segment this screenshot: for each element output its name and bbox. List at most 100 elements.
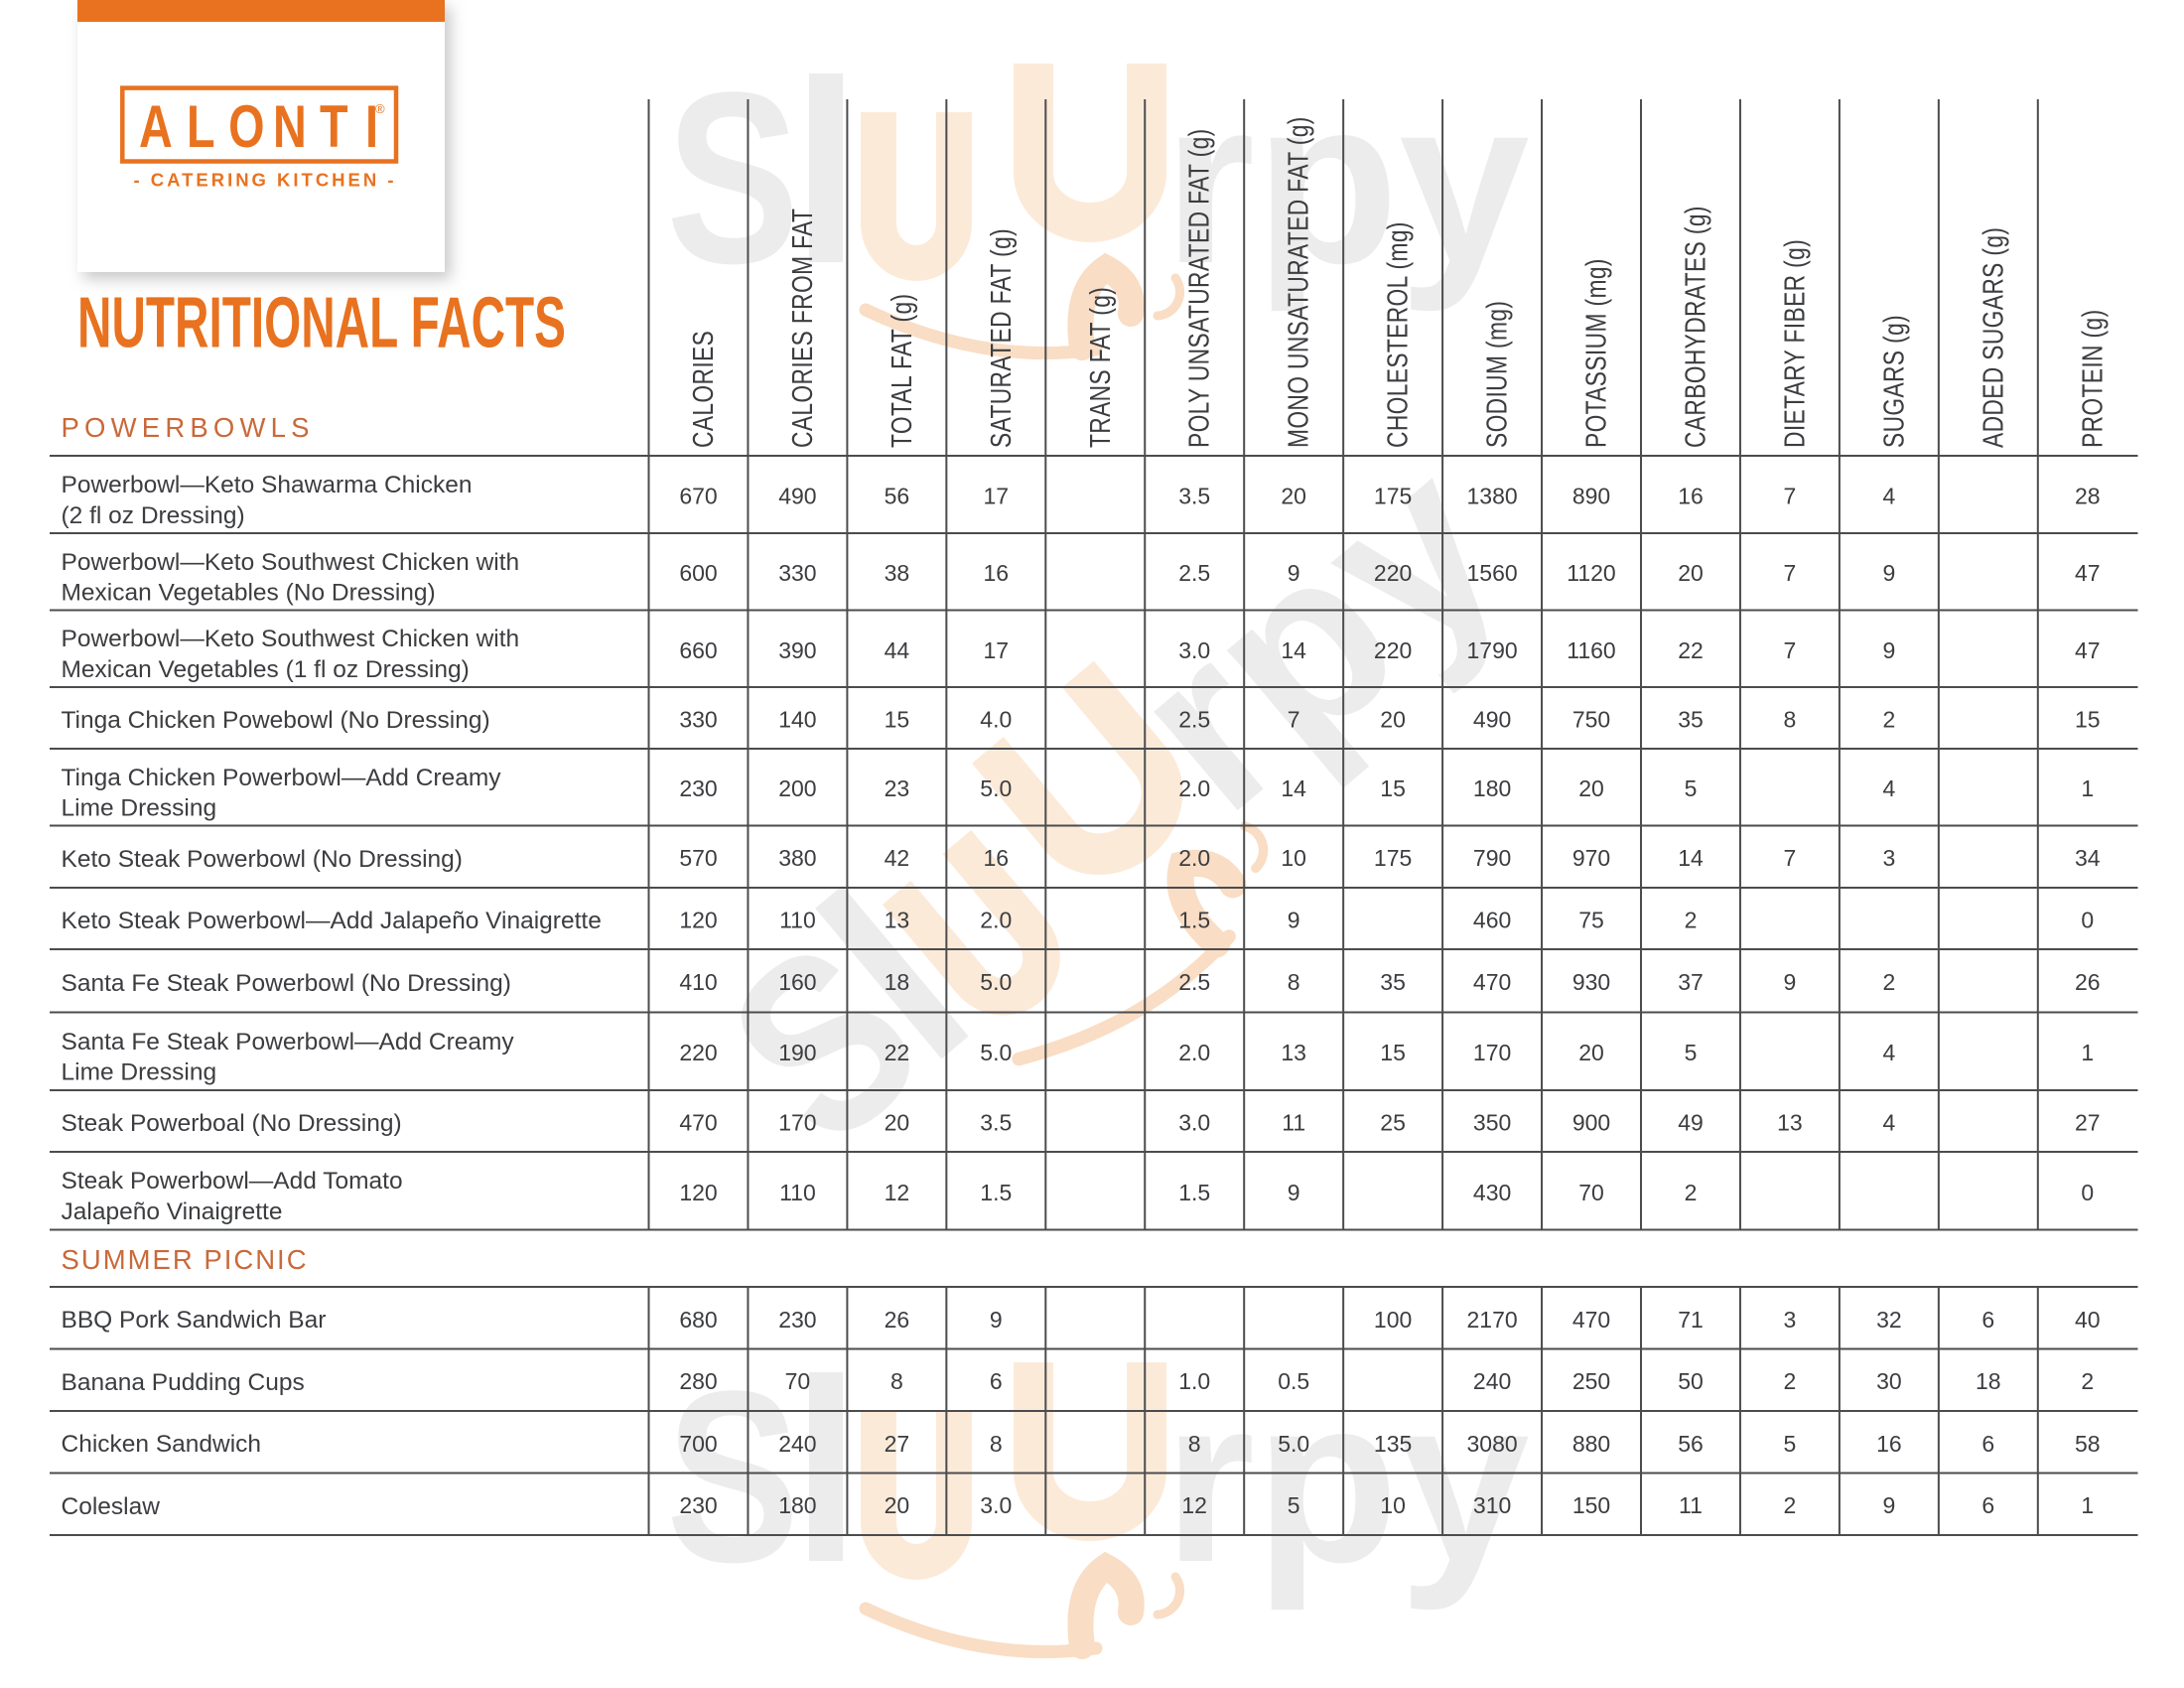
svg-text:2: 2 xyxy=(1784,1368,1797,1394)
svg-text:16: 16 xyxy=(984,845,1010,871)
svg-text:670: 670 xyxy=(679,484,717,509)
svg-text:9: 9 xyxy=(1883,560,1896,586)
svg-text:330: 330 xyxy=(679,707,717,733)
svg-text:0: 0 xyxy=(2081,908,2094,933)
svg-text:Jalapeño Vinaigrette: Jalapeño Vinaigrette xyxy=(62,1198,283,1225)
svg-text:ALONTI: ALONTI xyxy=(139,93,378,160)
svg-text:32: 32 xyxy=(1876,1307,1902,1333)
svg-text:13: 13 xyxy=(885,908,910,933)
svg-text:CALORIES: CALORIES xyxy=(686,331,719,448)
svg-text:5: 5 xyxy=(1288,1492,1300,1518)
svg-text:230: 230 xyxy=(778,1307,816,1333)
svg-text:Steak Powerboal (No Dressing): Steak Powerboal (No Dressing) xyxy=(62,1110,402,1137)
svg-text:1380: 1380 xyxy=(1467,484,1518,509)
svg-text:26: 26 xyxy=(2075,969,2101,995)
svg-text:1120: 1120 xyxy=(1567,560,1615,586)
svg-text:16: 16 xyxy=(1876,1431,1902,1457)
svg-text:MONO UNSATURATED FAT (g): MONO UNSATURATED FAT (g) xyxy=(1282,116,1314,448)
svg-text:13: 13 xyxy=(1281,1040,1306,1065)
svg-text:18: 18 xyxy=(885,969,910,995)
svg-text:490: 490 xyxy=(778,484,816,509)
svg-text:75: 75 xyxy=(1578,908,1604,933)
svg-text:27: 27 xyxy=(2075,1110,2101,1136)
svg-text:58: 58 xyxy=(2075,1431,2101,1457)
svg-text:3: 3 xyxy=(1784,1307,1797,1333)
svg-text:Keto Steak Powerbowl—Add Jalap: Keto Steak Powerbowl—Add Jalapeño Vinaig… xyxy=(62,908,602,934)
svg-text:15: 15 xyxy=(1380,1040,1406,1065)
svg-text:2: 2 xyxy=(2081,1368,2094,1394)
svg-text:20: 20 xyxy=(885,1492,910,1518)
svg-text:22: 22 xyxy=(1678,637,1704,663)
svg-text:180: 180 xyxy=(1473,775,1511,801)
svg-text:70: 70 xyxy=(785,1368,811,1394)
svg-text:160: 160 xyxy=(778,969,816,995)
svg-text:(2 fl oz Dressing): (2 fl oz Dressing) xyxy=(62,502,245,529)
svg-text:220: 220 xyxy=(1374,637,1412,663)
svg-text:10: 10 xyxy=(1380,1492,1406,1518)
svg-text:PROTEIN (g): PROTEIN (g) xyxy=(2076,309,2109,448)
svg-text:7: 7 xyxy=(1784,845,1797,871)
svg-text:880: 880 xyxy=(1572,1431,1610,1457)
svg-text:42: 42 xyxy=(885,845,910,871)
svg-text:25: 25 xyxy=(1380,1110,1406,1136)
svg-text:3.5: 3.5 xyxy=(1178,484,1210,509)
svg-text:8: 8 xyxy=(1288,969,1300,995)
svg-text:2.5: 2.5 xyxy=(1178,969,1210,995)
svg-text:680: 680 xyxy=(679,1307,717,1333)
svg-text:175: 175 xyxy=(1374,845,1412,871)
svg-text:150: 150 xyxy=(1572,1492,1610,1518)
svg-text:890: 890 xyxy=(1572,484,1610,509)
svg-text:11: 11 xyxy=(1282,1110,1305,1136)
svg-text:Tinga Chicken Powerbowl—Add Cr: Tinga Chicken Powerbowl—Add Creamy xyxy=(62,765,502,791)
svg-text:3: 3 xyxy=(1883,845,1896,871)
svg-text:2.0: 2.0 xyxy=(980,908,1012,933)
svg-text:2: 2 xyxy=(1883,969,1896,995)
svg-text:POWERBOWLS: POWERBOWLS xyxy=(62,412,315,443)
svg-text:2: 2 xyxy=(1685,908,1698,933)
svg-text:17: 17 xyxy=(984,637,1010,663)
svg-text:8: 8 xyxy=(990,1431,1003,1457)
svg-text:Coleslaw: Coleslaw xyxy=(62,1493,161,1520)
svg-text:7: 7 xyxy=(1784,637,1797,663)
svg-text:Powerbowl—Keto Shawarma Chicke: Powerbowl—Keto Shawarma Chicken xyxy=(62,472,473,498)
svg-text:50: 50 xyxy=(1678,1368,1704,1394)
svg-text:2: 2 xyxy=(1784,1492,1797,1518)
svg-text:2.0: 2.0 xyxy=(1178,845,1210,871)
svg-text:110: 110 xyxy=(779,908,816,933)
svg-text:9: 9 xyxy=(1288,560,1300,586)
svg-text:4: 4 xyxy=(1883,484,1896,509)
svg-text:2: 2 xyxy=(1883,707,1896,733)
svg-text:9: 9 xyxy=(1883,1492,1896,1518)
svg-text:110: 110 xyxy=(779,1180,816,1205)
svg-text:8: 8 xyxy=(890,1368,903,1394)
svg-text:1790: 1790 xyxy=(1467,637,1518,663)
svg-text:2.0: 2.0 xyxy=(1178,775,1210,801)
svg-text:0: 0 xyxy=(2081,1180,2094,1205)
svg-text:9: 9 xyxy=(1288,1180,1300,1205)
svg-text:120: 120 xyxy=(679,1180,717,1205)
svg-text:30: 30 xyxy=(1876,1368,1902,1394)
svg-text:220: 220 xyxy=(679,1040,717,1065)
svg-text:27: 27 xyxy=(885,1431,910,1457)
svg-text:100: 100 xyxy=(1374,1307,1412,1333)
svg-text:1.5: 1.5 xyxy=(980,1180,1012,1205)
svg-text:7: 7 xyxy=(1784,560,1797,586)
svg-text:56: 56 xyxy=(1678,1431,1704,1457)
svg-text:2170: 2170 xyxy=(1467,1307,1518,1333)
svg-text:SATURATED FAT (g): SATURATED FAT (g) xyxy=(984,228,1017,448)
svg-text:Lime Dressing: Lime Dressing xyxy=(62,795,217,822)
svg-text:35: 35 xyxy=(1380,969,1406,995)
svg-text:4: 4 xyxy=(1883,1110,1896,1136)
svg-text:5.0: 5.0 xyxy=(980,775,1012,801)
svg-text:9: 9 xyxy=(990,1307,1003,1333)
svg-text:56: 56 xyxy=(885,484,910,509)
svg-text:23: 23 xyxy=(885,775,910,801)
svg-text:CARBOHYDRATES (g): CARBOHYDRATES (g) xyxy=(1679,206,1711,448)
svg-text:20: 20 xyxy=(1281,484,1306,509)
svg-text:2.5: 2.5 xyxy=(1178,560,1210,586)
svg-text:1560: 1560 xyxy=(1467,560,1518,586)
svg-text:900: 900 xyxy=(1572,1110,1610,1136)
svg-text:Keto Steak Powerbowl (No Dress: Keto Steak Powerbowl (No Dressing) xyxy=(62,846,463,873)
svg-text:18: 18 xyxy=(1976,1368,2001,1394)
svg-text:Mexican Vegetables (1 fl oz Dr: Mexican Vegetables (1 fl oz Dressing) xyxy=(62,656,470,683)
